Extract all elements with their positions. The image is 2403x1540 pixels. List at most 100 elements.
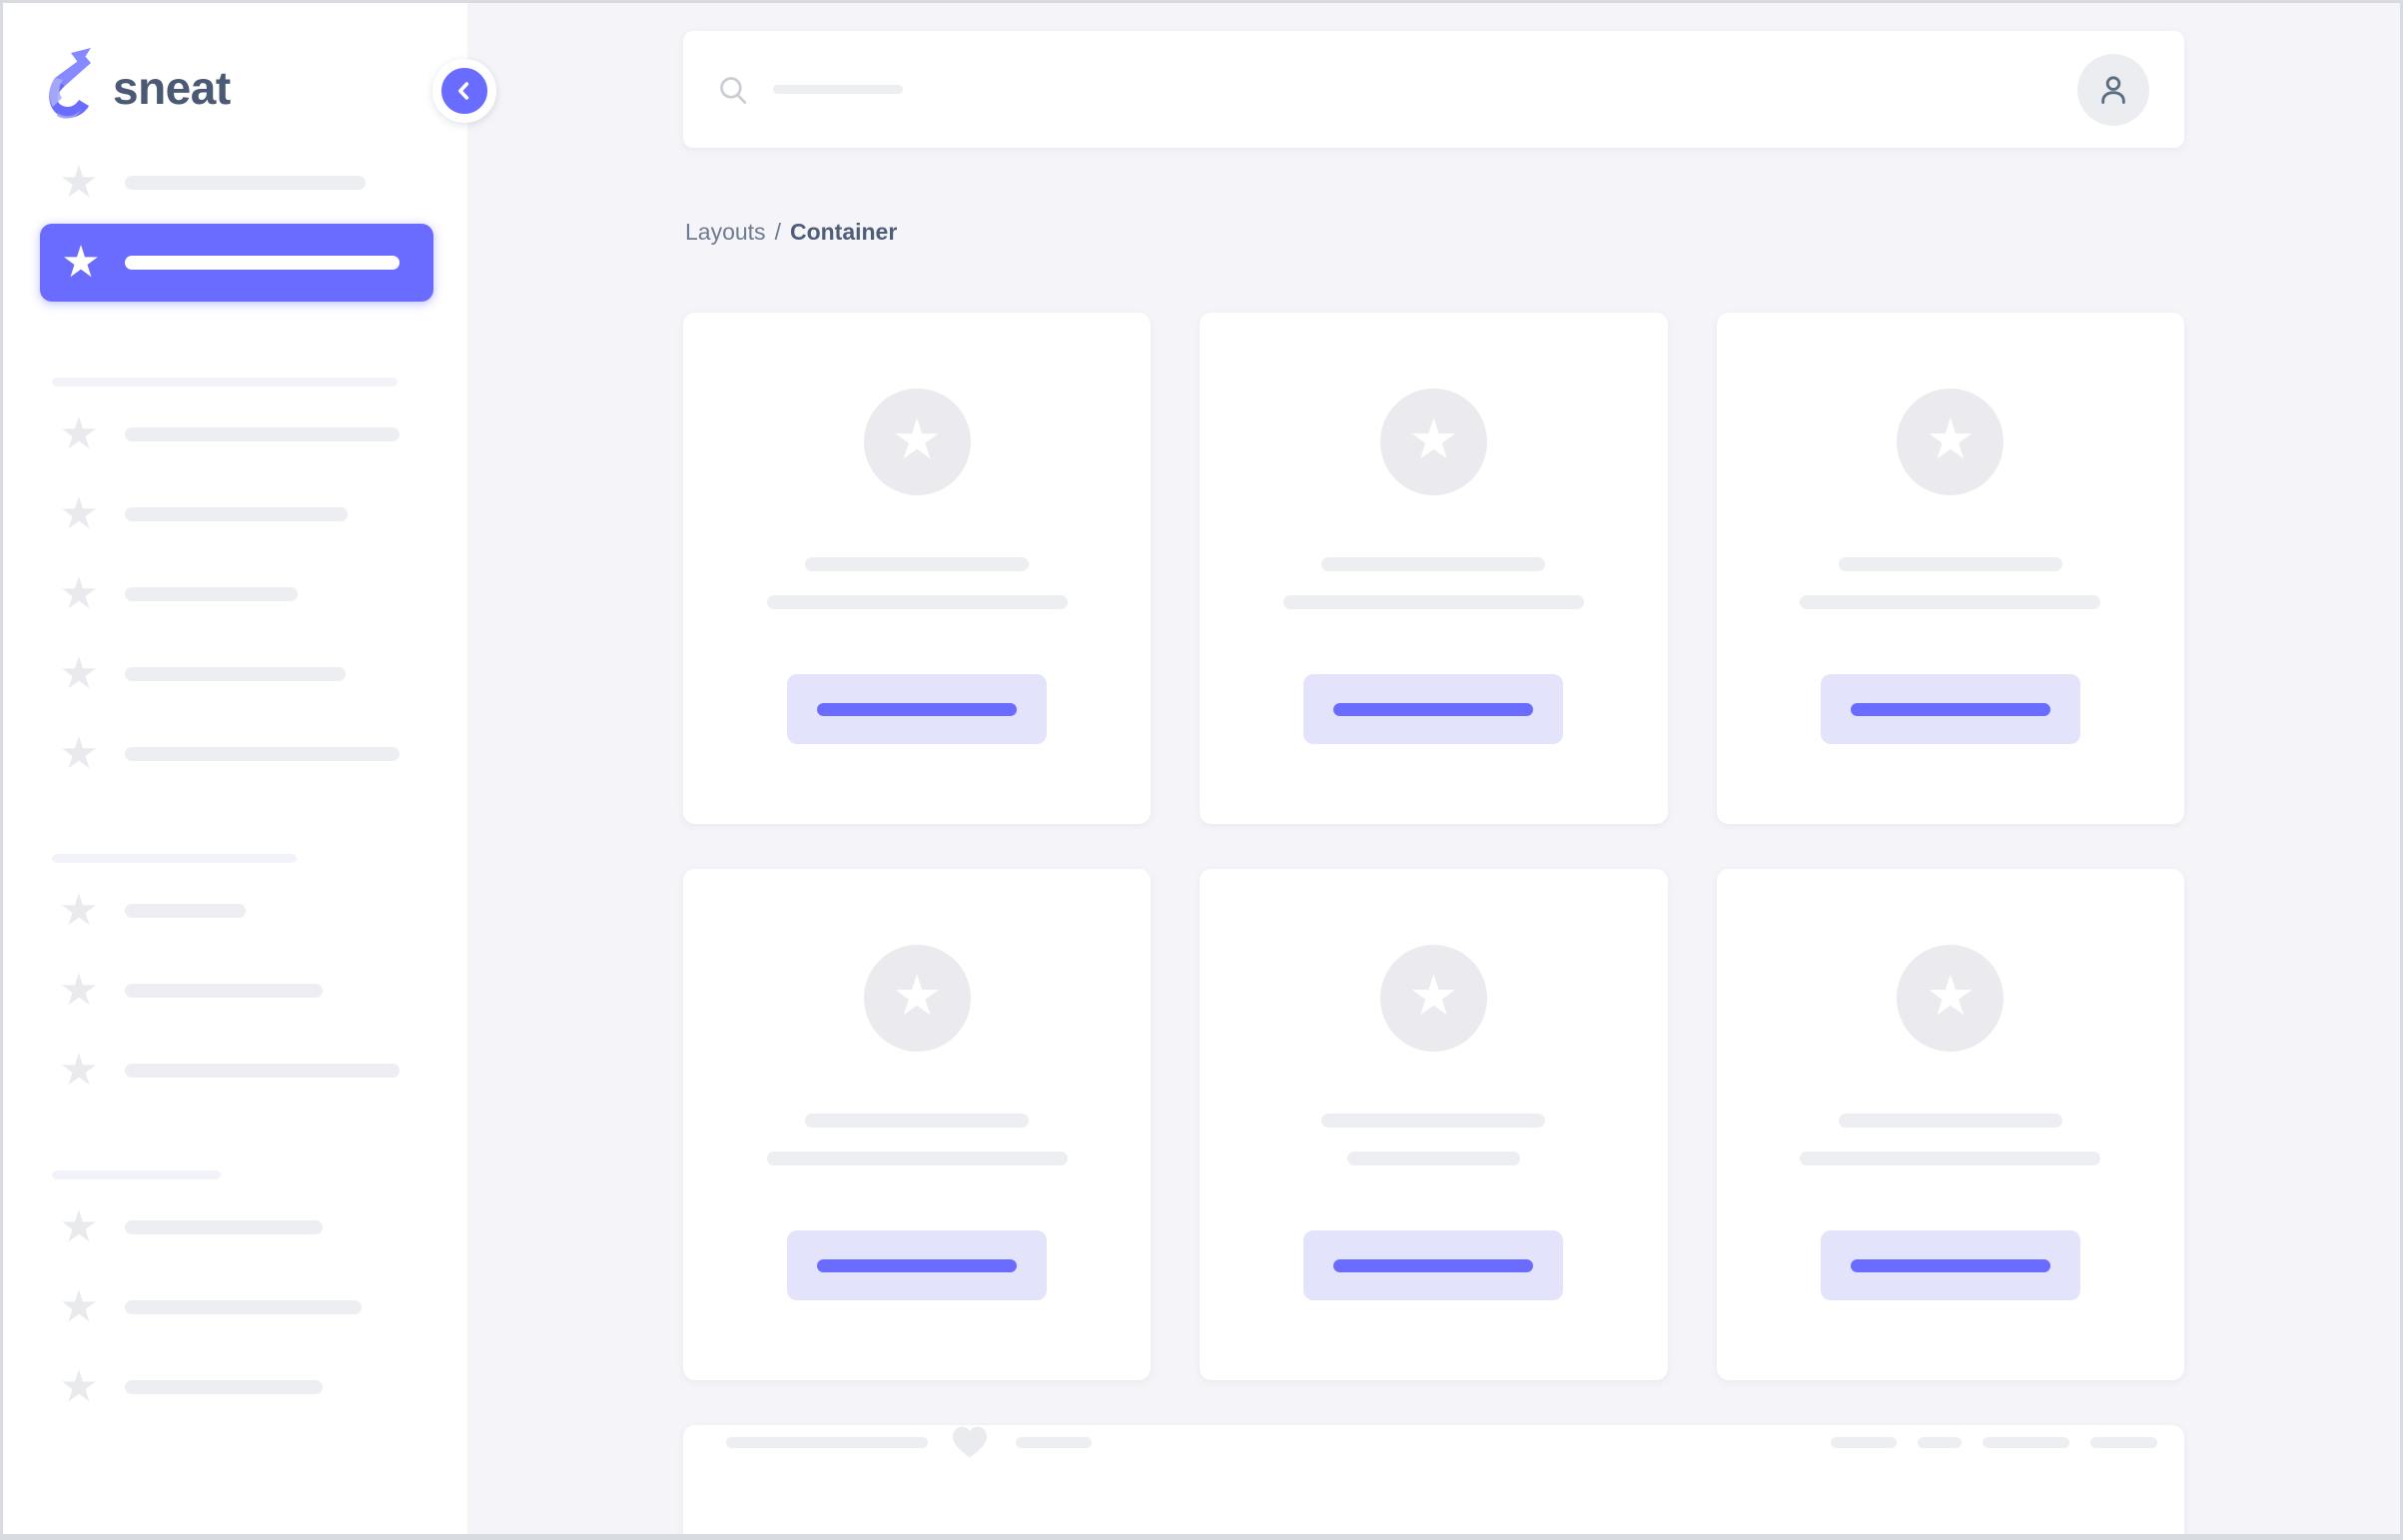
card-text-placeholder [1346, 1152, 1520, 1165]
star-icon: ★ [59, 409, 99, 458]
sidebar-item[interactable]: ★ [3, 1363, 467, 1411]
sneat-logo-icon [47, 47, 97, 124]
list-text-placeholder [1016, 1436, 1092, 1448]
card-avatar: ★ [1379, 388, 1487, 495]
card-avatar: ★ [863, 388, 971, 495]
search-placeholder-bar [773, 85, 903, 94]
card-text-placeholder [1321, 557, 1546, 571]
main-area: Layouts / Container ★ ★ ★ ★ ★ ★ [467, 3, 2400, 1534]
card-action-button[interactable] [1303, 674, 1564, 744]
sidebar-item[interactable]: ★ [3, 1047, 467, 1095]
card-action-button[interactable] [787, 1230, 1048, 1300]
menu-item-label-placeholder [125, 427, 400, 441]
star-icon: ★ [1925, 406, 1976, 470]
card-avatar: ★ [1379, 945, 1487, 1052]
skeleton-card: ★ [1200, 869, 1668, 1380]
card-text-placeholder [766, 595, 1068, 609]
menu-item-label-placeholder [125, 1064, 400, 1078]
pagination-dash[interactable] [1983, 1436, 2069, 1448]
button-label-placeholder [1850, 1258, 2050, 1272]
logo-text: sneat [113, 61, 231, 114]
sidebar-item[interactable]: ★ [3, 650, 467, 698]
sidebar-item[interactable]: ★ [3, 570, 467, 618]
menu-section-divider [52, 1170, 221, 1179]
card-text-placeholder [805, 1114, 1030, 1128]
menu-item-label-placeholder [125, 1380, 323, 1394]
pagination-dash[interactable] [1831, 1436, 1897, 1448]
star-icon: ★ [59, 1362, 99, 1411]
person-icon [2093, 70, 2133, 110]
card-action-button[interactable] [1303, 1230, 1564, 1300]
breadcrumb-current: Container [789, 219, 898, 245]
menu-item-label-placeholder [125, 984, 323, 998]
skeleton-card: ★ [683, 313, 1152, 824]
card-action-button[interactable] [1820, 674, 2080, 744]
pagination-dash[interactable] [2090, 1436, 2157, 1448]
star-icon: ★ [59, 649, 99, 698]
breadcrumb: Layouts / Container [685, 218, 2184, 246]
star-icon: ★ [59, 569, 99, 618]
star-icon: ★ [59, 158, 99, 207]
menu-item-label-placeholder [125, 904, 246, 918]
sidebar-item[interactable]: ★ [3, 410, 467, 458]
star-icon: ★ [59, 1046, 99, 1095]
star-icon: ★ [892, 406, 943, 470]
card-text-placeholder [1838, 557, 2062, 571]
sidebar-item-active[interactable]: ★ [40, 224, 433, 302]
card-action-button[interactable] [1820, 1230, 2080, 1300]
star-icon: ★ [59, 886, 99, 935]
star-icon: ★ [59, 729, 99, 778]
sidebar-item[interactable]: ★ [3, 490, 467, 538]
sidebar-item[interactable]: ★ [3, 887, 467, 935]
card-avatar: ★ [863, 945, 971, 1052]
card-avatar: ★ [1897, 945, 2004, 1052]
star-icon: ★ [59, 489, 99, 538]
logo[interactable]: sneat [47, 47, 231, 124]
card-text-placeholder [1321, 1114, 1546, 1128]
chevron-left-icon [453, 80, 475, 102]
star-icon: ★ [1408, 963, 1459, 1027]
menu-item-label-placeholder [125, 1220, 323, 1234]
menu-item-label-placeholder [125, 256, 400, 270]
menu-item-label-placeholder [125, 747, 400, 761]
sidebar: sneat ★ ★ ★ ★ ★ ★ ★ ★ ★ ★ ★ ★ ★ [3, 3, 496, 1534]
menu-item-label-placeholder [125, 1300, 362, 1314]
menu-item-label-placeholder [125, 507, 348, 521]
top-navbar [683, 31, 2184, 148]
search-input[interactable] [716, 73, 2077, 107]
list-card [683, 1425, 2184, 1534]
card-text-placeholder [1838, 1114, 2062, 1128]
card-avatar: ★ [1897, 388, 2004, 495]
star-icon: ★ [1408, 406, 1459, 470]
menu-item-label-placeholder [125, 176, 366, 190]
pagination-dash[interactable] [1918, 1436, 1962, 1448]
sidebar-item[interactable]: ★ [3, 1283, 467, 1331]
star-icon: ★ [1925, 963, 1976, 1027]
list-card-row [683, 1425, 2184, 1459]
star-icon: ★ [59, 966, 99, 1015]
sidebar-menu: ★ ★ ★ ★ ★ ★ ★ ★ ★ ★ ★ ★ ★ [3, 3, 467, 1411]
sidebar-item[interactable]: ★ [3, 159, 467, 207]
menu-item-label-placeholder [125, 667, 346, 681]
sidebar-collapse-button[interactable] [432, 59, 496, 123]
skeleton-card: ★ [683, 869, 1152, 1380]
user-avatar[interactable] [2077, 53, 2149, 126]
button-label-placeholder [817, 702, 1018, 716]
star-icon: ★ [59, 1202, 99, 1251]
star-icon: ★ [59, 1282, 99, 1331]
skeleton-card: ★ [1716, 313, 2184, 824]
sidebar-item[interactable]: ★ [3, 967, 467, 1015]
list-text-placeholder [726, 1436, 928, 1448]
menu-item-label-placeholder [125, 587, 298, 601]
heart-icon[interactable] [951, 1425, 989, 1459]
card-grid: ★ ★ ★ ★ ★ ★ [683, 313, 2184, 1380]
button-label-placeholder [1850, 702, 2050, 716]
menu-section-divider [52, 378, 398, 386]
breadcrumb-separator: / [774, 219, 781, 245]
breadcrumb-link-layouts[interactable]: Layouts [685, 219, 766, 245]
card-action-button[interactable] [787, 674, 1048, 744]
sidebar-item[interactable]: ★ [3, 730, 467, 778]
star-icon: ★ [892, 963, 943, 1027]
sidebar-item[interactable]: ★ [3, 1203, 467, 1251]
